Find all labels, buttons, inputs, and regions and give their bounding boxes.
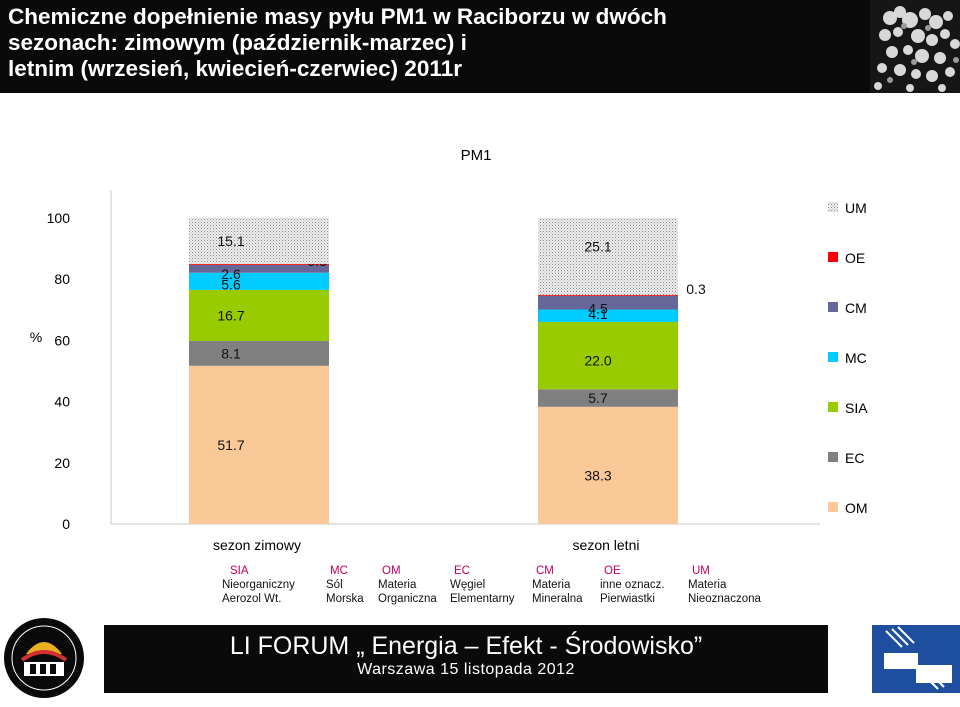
abbreviation-description: Aerozol Wt. — [222, 593, 282, 605]
abbreviation-column: CM Materia Mineralna — [532, 564, 583, 606]
category-label: sezon zimowy — [213, 537, 301, 553]
data-label-mc: 4.1 — [588, 306, 608, 322]
data-label-om: 38.3 — [584, 467, 611, 483]
imgw-logo — [872, 625, 960, 693]
data-label-sia: 22.0 — [584, 353, 611, 369]
abbreviation-code: SIA — [230, 565, 249, 577]
legend-swatch-om — [828, 502, 838, 512]
legend-label-om: OM — [845, 500, 868, 516]
legend-swatch-cm — [828, 302, 838, 312]
legend-label-oe: OE — [845, 250, 865, 266]
abbreviation-column: MC Sól Morska — [326, 564, 364, 606]
data-label-oe: 0.3 — [686, 281, 706, 297]
bar-segment-cm — [538, 295, 678, 310]
abbreviation-description: inne oznacz. — [600, 579, 665, 591]
abbreviation-description: Materia — [688, 579, 727, 591]
stacked-bar-chart: PM1 % 0 20 40 60 80 100 51.7 8.1 16.7 5.62.6 0.3 1… — [30, 147, 868, 553]
abbreviation-code: EC — [454, 565, 470, 577]
bar-segment-sia — [538, 322, 678, 390]
bar-segment-mc — [538, 309, 678, 323]
abbreviation-column: SIA Nieorganiczny Aerozol Wt. — [222, 564, 295, 606]
abbreviation-code: UM — [692, 565, 710, 577]
abbreviation-description: Mineralna — [532, 593, 583, 605]
abbreviation-code: CM — [536, 565, 554, 577]
y-tick-label: 60 — [54, 332, 70, 348]
abbreviation-description: Organiczna — [378, 593, 437, 605]
y-tick-label: 100 — [47, 210, 71, 226]
abbreviation-code: OM — [382, 565, 401, 577]
abbreviation-description: Sól — [326, 579, 343, 591]
abbreviation-description: Morska — [326, 593, 364, 605]
data-label-um: 15.1 — [217, 233, 244, 249]
data-label-cm: 2.6 — [221, 266, 241, 282]
y-tick-labels: 0 20 40 60 80 100 — [47, 210, 71, 532]
bar-segment-cm — [189, 264, 329, 273]
bar-segment-om — [189, 365, 329, 524]
bar-segment-um — [538, 218, 678, 295]
footer-banner: LI FORUM „ Energia – Efekt - Środowisko”… — [104, 625, 828, 693]
particle-micrograph-icon — [870, 0, 960, 93]
legend-label-cm: CM — [845, 300, 867, 316]
bar-segment-om — [538, 406, 678, 524]
pan-institute-logo — [0, 610, 104, 702]
title-banner: Chemiczne dopełnienie masy pyłu PM1 w Ra… — [0, 0, 870, 93]
bar-segment-ec — [538, 389, 678, 407]
abbreviation-code: MC — [330, 565, 348, 577]
legend-swatch-sia — [828, 402, 838, 412]
category-labels: sezon zimowy sezon letni — [213, 537, 639, 553]
slide-title-line-2: sezonach: zimowym (październik-marzec) i — [8, 30, 467, 55]
legend-label-ec: EC — [845, 450, 864, 466]
abbreviation-description: Materia — [532, 579, 571, 591]
bar-segment-ec — [189, 341, 329, 366]
legend-swatch-mc — [828, 352, 838, 362]
abbreviation-description: Pierwiastki — [600, 593, 655, 605]
abbreviation-description: Materia — [378, 579, 417, 591]
chart-title: PM1 — [461, 147, 492, 164]
bar-segment-um — [189, 217, 329, 264]
abbreviation-description: Elementarny — [450, 593, 515, 605]
footer-title: LI FORUM „ Energia – Efekt - Środowisko” — [229, 632, 703, 660]
abbreviation-column: EC Węgiel Elementarny — [450, 564, 515, 606]
data-label-mc: 5.6 — [221, 276, 241, 292]
y-tick-label: 20 — [54, 455, 70, 471]
data-label-um: 25.1 — [584, 238, 611, 254]
abbreviation-description: Węgiel — [450, 579, 486, 591]
abbreviation-description: Nieorganiczny — [222, 579, 295, 591]
abbreviation-code: OE — [604, 565, 621, 577]
legend-swatch-ec — [828, 452, 838, 462]
bar-segment-oe — [538, 294, 678, 296]
data-label-ec: 5.7 — [588, 390, 608, 406]
bar-segment-oe — [189, 263, 329, 265]
abbreviation-description: Nieoznaczona — [688, 593, 761, 605]
legend-label-um: UM — [845, 200, 867, 216]
legend-swatch-oe — [828, 252, 838, 262]
bar-stacks: 51.7 8.1 16.7 5.62.6 0.3 15.1 38.3 5.7 22.0 4.14.… — [189, 217, 706, 524]
abbreviation-column: OM Materia Organiczna — [378, 564, 437, 606]
footer-subtitle: Warszawa 15 listopada 2012 — [357, 661, 575, 678]
data-label-cm: 4.5 — [588, 301, 608, 317]
slide-title-line-3: letnim (wrzesień, kwiecień-czerwiec) 201… — [8, 56, 462, 81]
abbreviation-column: UM Materia Nieoznaczona — [688, 564, 761, 606]
y-tick-label: 40 — [54, 394, 70, 410]
data-label-sia: 16.7 — [217, 307, 244, 323]
y-tick-label: 80 — [54, 271, 70, 287]
category-label: sezon letni — [573, 537, 640, 553]
data-label-om: 51.7 — [217, 437, 244, 453]
bar-segment-sia — [189, 289, 329, 342]
slide-title-line-1: Chemiczne dopełnienie masy pyłu PM1 w Ra… — [8, 4, 667, 29]
y-axis-label: % — [30, 329, 42, 345]
legend-label-sia: SIA — [845, 400, 868, 416]
legend-swatch-um — [828, 202, 838, 212]
legend-label-mc: MC — [845, 350, 867, 366]
bar-segment-mc — [189, 272, 329, 290]
y-tick-label: 0 — [62, 516, 70, 532]
slide-title: Chemiczne dopełnienie masy pyłu PM1 w Ra… — [8, 4, 868, 82]
chart-legend: UM OE CM MC SIA EC OM — [828, 200, 868, 516]
abbreviation-column: OE inne oznacz. Pierwiastki — [600, 564, 665, 606]
data-label-ec: 8.1 — [221, 345, 241, 361]
